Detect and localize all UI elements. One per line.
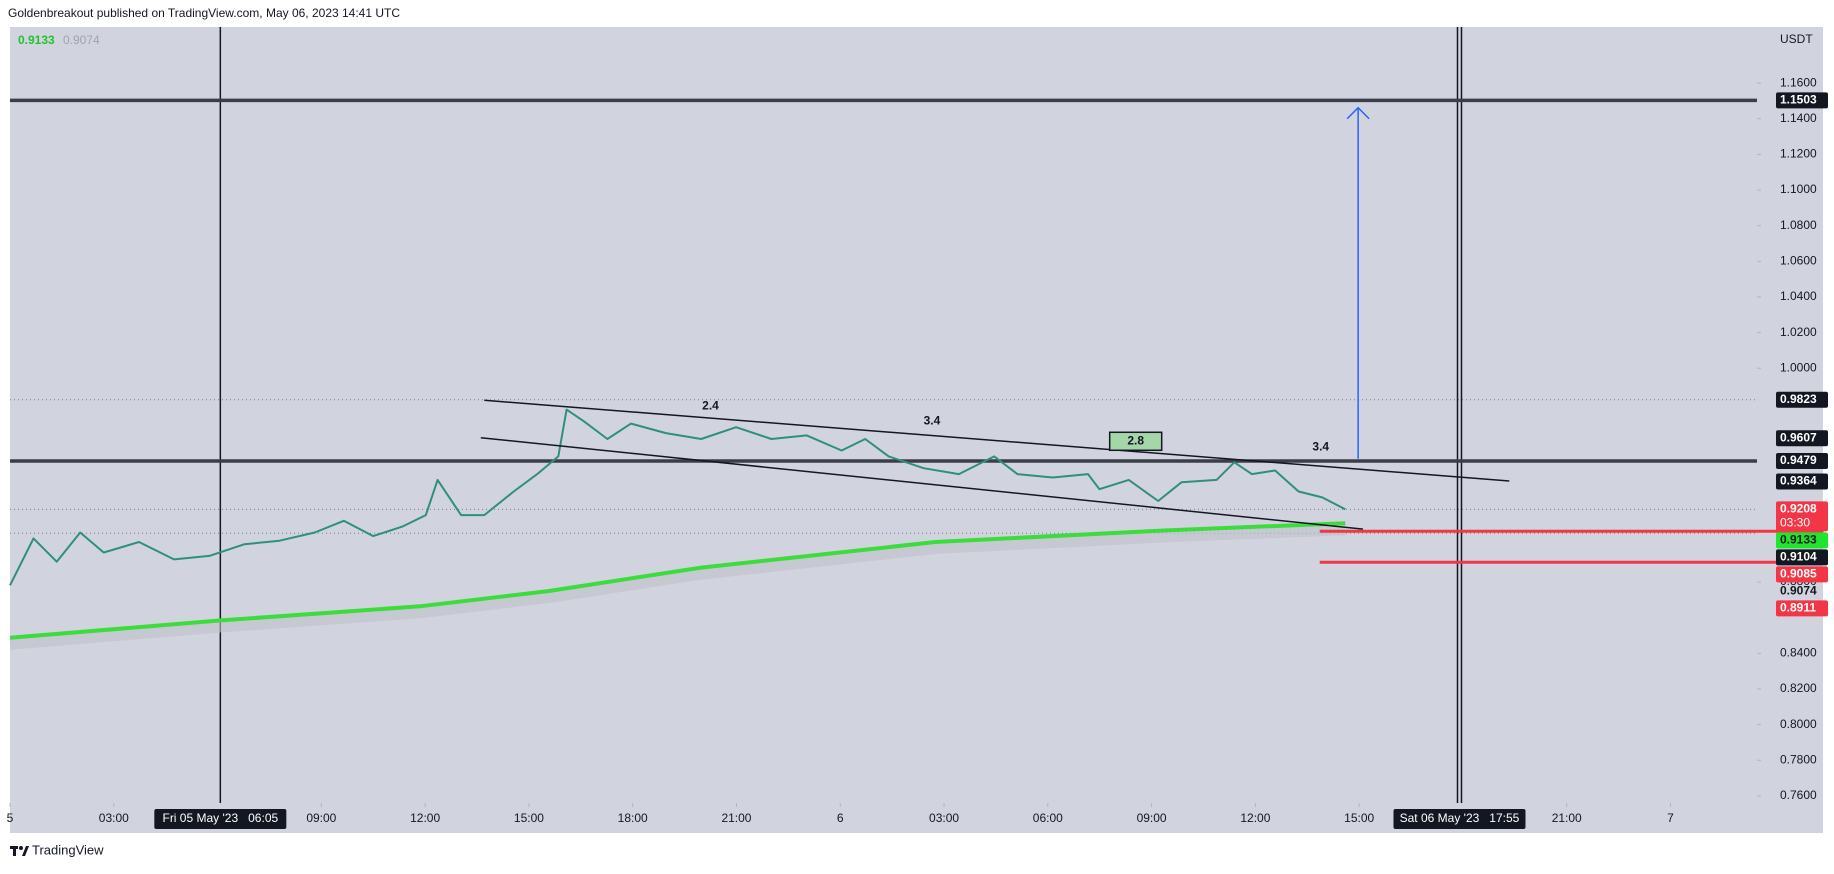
y-tick-label: 1.0400 — [1780, 289, 1817, 303]
y-tick-label: 0.7800 — [1780, 752, 1817, 766]
x-tick-label: 18:00 — [618, 811, 648, 825]
date-label: Fri 05 May '23 06:05 — [162, 811, 278, 825]
price-label-box — [1776, 549, 1828, 566]
x-tick-label: 15:00 — [514, 811, 544, 825]
chart-background — [10, 27, 1823, 833]
price-label: 0.9364 — [1780, 474, 1817, 488]
legend-value: 0.9074 — [63, 33, 100, 47]
annotation: 2.8 — [1127, 433, 1144, 447]
price-label: 0.9607 — [1780, 430, 1817, 444]
x-tick-label: 6 — [837, 811, 844, 825]
y-tick-label: 1.0600 — [1780, 253, 1817, 267]
price-line — [9, 408, 1346, 586]
price-label-box — [1776, 600, 1828, 617]
header: Goldenbreakout published on TradingView.… — [8, 6, 400, 20]
price-label: 0.9104 — [1780, 550, 1817, 564]
price-label-box — [1776, 391, 1828, 408]
x-tick-label: 06:00 — [1033, 811, 1063, 825]
arrow-head — [1346, 106, 1370, 120]
x-tick-label: 03:00 — [929, 811, 959, 825]
moving-average — [9, 521, 1346, 640]
countdown-label: 03:30 — [1780, 516, 1810, 530]
tv-logo-icon — [10, 846, 29, 856]
annotation: 2.4 — [702, 398, 719, 412]
y-tick-label: 1.0000 — [1780, 360, 1817, 374]
x-tick-label: 15:00 — [1344, 811, 1374, 825]
y-tick-label: 1.1400 — [1780, 111, 1817, 125]
price-label-box — [1776, 473, 1828, 490]
price-label: 0.9823 — [1780, 392, 1817, 406]
price-label: 1.1503 — [1780, 93, 1817, 107]
x-tick-label: 09:00 — [1137, 811, 1167, 825]
annotation: 3.4 — [924, 413, 941, 427]
legend-value: 0.9133 — [18, 33, 55, 47]
price-label: 0.9085 — [1780, 567, 1817, 581]
price-label-box — [1776, 430, 1828, 447]
y-tick-label: 1.0800 — [1780, 218, 1817, 232]
x-tick-label: 09:00 — [306, 811, 336, 825]
price-label-box — [1776, 532, 1828, 549]
y-tick-label: 1.1600 — [1780, 75, 1817, 89]
price-label-box — [1776, 92, 1828, 109]
x-tick-label: 12:00 — [1240, 811, 1270, 825]
y-tick-label: 1.1200 — [1780, 147, 1817, 161]
footer-logo: TradingView — [32, 842, 104, 857]
x-tick-label: 21:00 — [721, 811, 751, 825]
date-label-box — [154, 809, 287, 829]
price-label-box — [1776, 501, 1828, 532]
y-tick-label: 0.8000 — [1780, 717, 1817, 731]
x-tick-label: 03:00 — [99, 811, 129, 825]
y-tick-label: 0.8200 — [1780, 681, 1817, 695]
y-tick-label: 1.0200 — [1780, 325, 1817, 339]
y-tick-label: 0.7600 — [1780, 788, 1817, 802]
date-label-box — [1393, 809, 1526, 829]
x-tick-label: 21:00 — [1552, 811, 1582, 825]
trendline — [480, 436, 1364, 530]
price-label-box — [1776, 453, 1828, 470]
price-label: 0.9208 — [1780, 502, 1817, 516]
y-tick-label: 1.1000 — [1780, 182, 1817, 196]
annotation: 3.4 — [1312, 439, 1329, 453]
price-label: 0.8911 — [1780, 601, 1816, 615]
ma-shadow — [9, 523, 1346, 650]
y-tick-label: 0.8400 — [1780, 645, 1817, 659]
trendline — [484, 399, 1510, 482]
x-tick-label: 5 — [7, 811, 14, 825]
annotation-box — [1108, 431, 1163, 452]
currency-label: USDT — [1780, 32, 1813, 46]
price-label-box — [1776, 566, 1828, 583]
date-label: Sat 06 May '23 17:55 — [1400, 811, 1520, 825]
x-tick-label: 7 — [1667, 811, 1674, 825]
price-label: 0.9074 — [1780, 584, 1817, 598]
price-label: 0.9133 — [1780, 533, 1817, 547]
price-label: 0.9479 — [1780, 453, 1817, 467]
x-tick-label: 12:00 — [410, 811, 440, 825]
